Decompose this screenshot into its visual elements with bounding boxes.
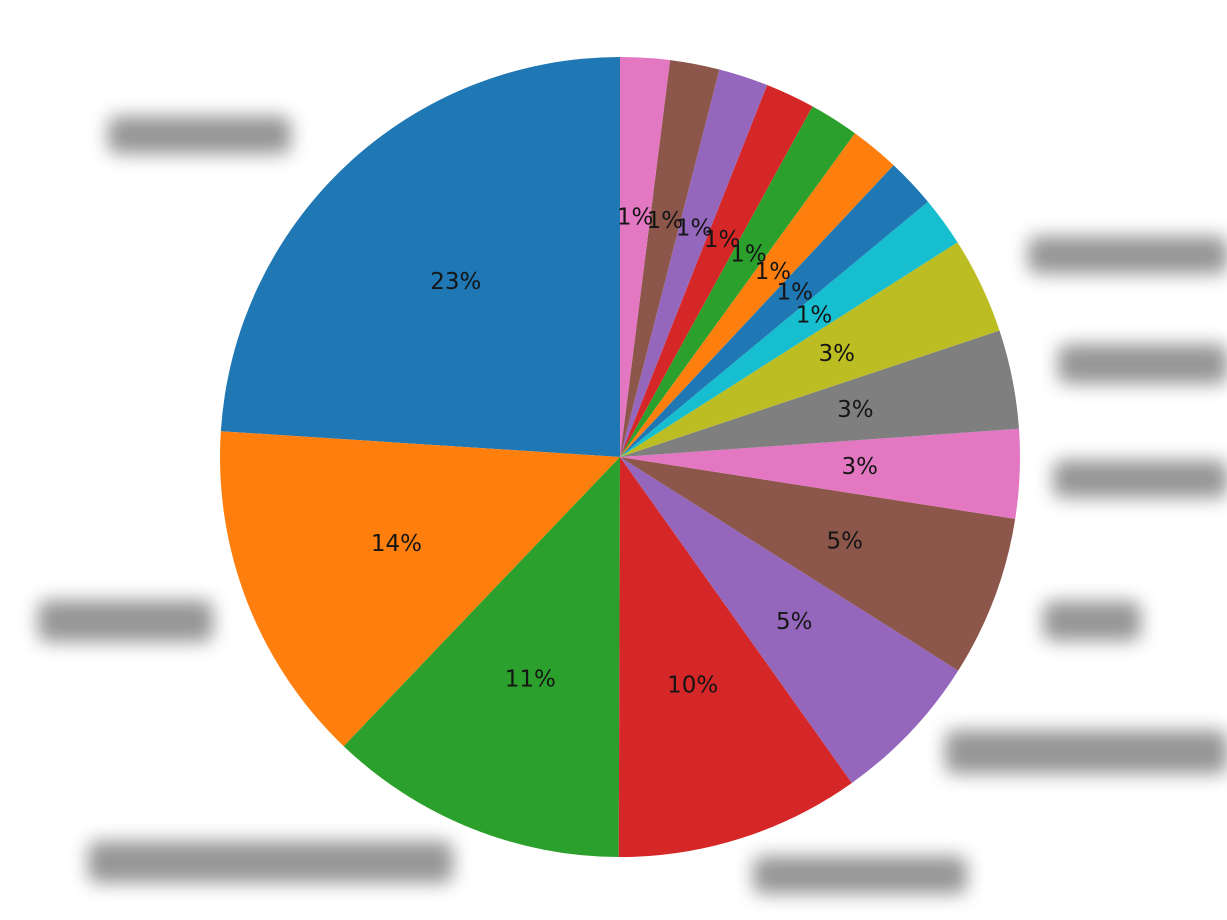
redacted-category-label — [945, 730, 1227, 774]
pct-label: 1% — [796, 303, 833, 329]
pie-slice-blue-23% — [220, 57, 620, 457]
redacted-category-label — [88, 841, 453, 883]
pie-slice-orange-14% — [220, 431, 620, 747]
pct-label: 1% — [730, 241, 767, 267]
pie-slice-brown-5% — [620, 457, 1016, 671]
pie-slice-brown-1% — [620, 60, 720, 458]
pie-slice-cyan-1% — [620, 201, 958, 457]
pct-label: 3% — [842, 454, 879, 480]
pct-label: 5% — [776, 609, 813, 635]
redacted-category-label — [753, 856, 967, 894]
pie-slice-red-10% — [618, 457, 852, 858]
pct-label: 14% — [371, 531, 422, 557]
pct-label: 23% — [430, 269, 481, 295]
pie-slice-green-11% — [343, 457, 620, 857]
redacted-category-label — [108, 116, 291, 154]
redacted-category-label — [1053, 460, 1227, 498]
pie-slice-purple-1% — [620, 69, 768, 457]
pct-label: 1% — [755, 259, 792, 285]
pie-slice-purple-5% — [620, 457, 959, 783]
pie-slice-blue-1% — [620, 165, 928, 457]
pct-label: 1% — [647, 208, 684, 234]
pie-slice-pink-1% — [620, 57, 671, 457]
pct-label: 1% — [777, 280, 814, 306]
pie-slice-orange-1% — [620, 133, 894, 457]
pct-label: 3% — [837, 397, 874, 423]
redacted-category-label — [38, 600, 213, 642]
pie-slice-gray-3% — [620, 330, 1019, 457]
pie-slice-pink-3% — [620, 428, 1020, 519]
pct-label: 3% — [818, 341, 855, 367]
redacted-category-label — [1058, 344, 1227, 384]
redacted-category-label — [1028, 236, 1227, 274]
pct-label: 10% — [667, 673, 718, 699]
pct-label: 1% — [676, 216, 713, 242]
redacted-category-label — [1043, 601, 1141, 641]
pct-label: 1% — [617, 205, 654, 231]
pct-label: 1% — [704, 227, 741, 253]
pct-label: 11% — [505, 667, 556, 693]
pie-slice-green-1% — [620, 106, 855, 457]
pie-slice-red-1% — [620, 85, 813, 457]
pie-slice-olive-3% — [620, 242, 1000, 457]
pct-label: 5% — [826, 528, 863, 554]
